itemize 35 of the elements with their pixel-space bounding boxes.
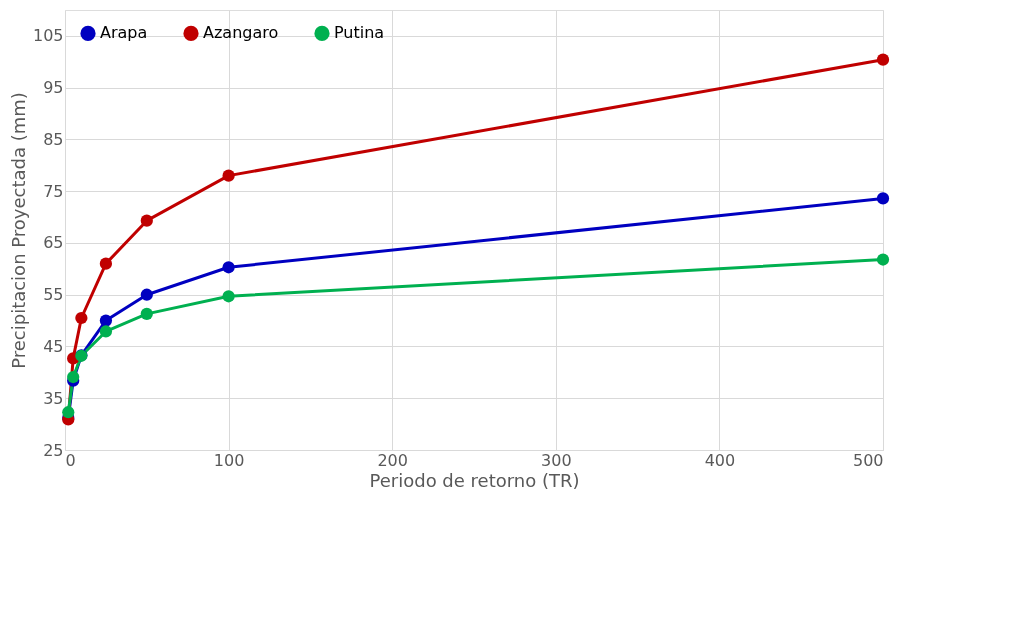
x-tick-label: 0: [65, 450, 76, 470]
point: [62, 406, 75, 419]
x-tick-label: 500: [852, 450, 884, 470]
point: [140, 307, 153, 320]
x-axis-title: Periodo de retorno (TR): [369, 469, 580, 491]
y-tick-label: 45: [43, 336, 64, 356]
point: [140, 214, 153, 227]
y-axis-title: Precipitacion Proyectada (mm): [7, 92, 29, 369]
y-tick-label: 35: [43, 388, 64, 408]
y-tick-label: 75: [43, 181, 64, 201]
legend-label: Azangaro: [203, 23, 279, 43]
legend-label: Arapa: [100, 23, 148, 43]
y-tick-label: 65: [43, 233, 64, 253]
point: [222, 290, 235, 303]
x-tick-label: 300: [541, 450, 572, 470]
point: [876, 192, 890, 205]
x-tick-label: 100: [213, 450, 245, 470]
point: [876, 53, 890, 66]
x-tick-label: 200: [377, 450, 408, 470]
point: [140, 288, 153, 301]
y-tick-label: 25: [43, 440, 64, 460]
point: [99, 257, 113, 270]
y-tick-label: 85: [43, 129, 64, 149]
point: [99, 314, 113, 327]
x-tick-label: 400: [704, 450, 736, 470]
point: [876, 253, 890, 266]
point: [67, 370, 80, 384]
y-tick-label: 95: [43, 78, 64, 98]
y-tick-label: 105: [32, 26, 64, 46]
point: [75, 311, 88, 325]
point: [222, 169, 235, 182]
y-tick-label: 55: [43, 285, 64, 305]
point: [99, 325, 113, 338]
point: [222, 261, 235, 274]
legend-label: Putina: [334, 23, 385, 43]
